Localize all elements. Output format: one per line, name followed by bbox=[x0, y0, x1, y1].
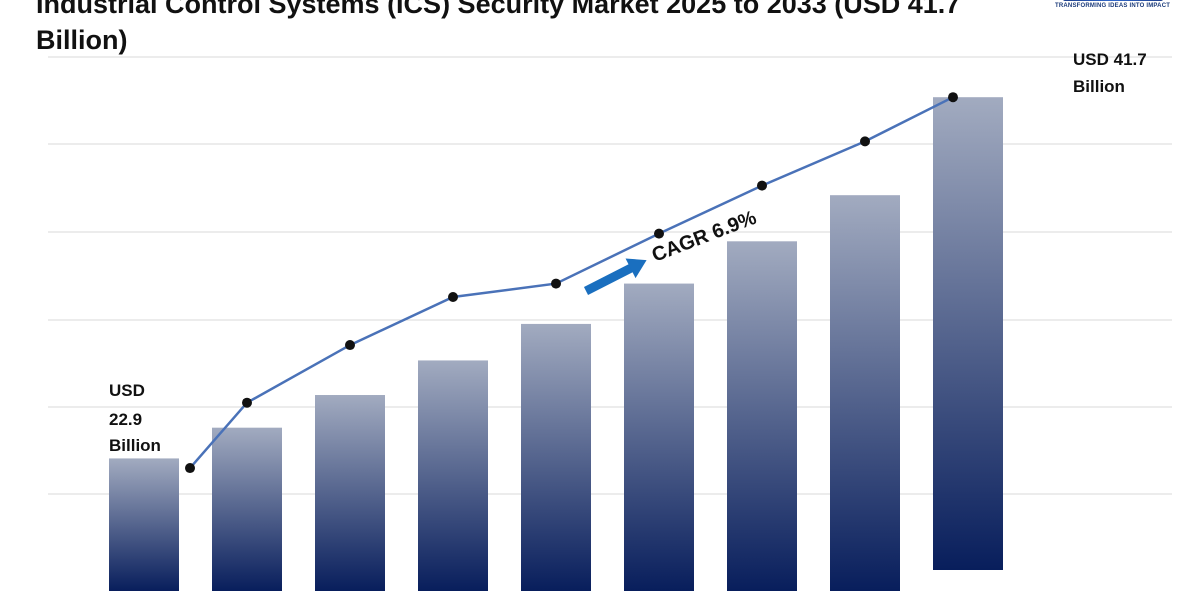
trend-marker-2030 bbox=[654, 228, 664, 239]
bar-2028 bbox=[418, 360, 488, 591]
trend-marker-2032 bbox=[860, 136, 870, 147]
start-value-label-line3: Billion bbox=[109, 436, 161, 455]
trend-marker-2031 bbox=[757, 180, 767, 191]
trend-markers bbox=[185, 92, 958, 474]
cagr-arrow-icon bbox=[583, 258, 647, 296]
bars bbox=[109, 97, 1003, 592]
trend-marker-2028 bbox=[448, 292, 458, 303]
cagr-arrow-shaft bbox=[583, 263, 635, 296]
bar-2029 bbox=[521, 323, 591, 591]
bar-2026 bbox=[212, 427, 282, 591]
bar-2030 bbox=[624, 283, 694, 591]
logo-tagline: TRANSFORMING IDEAS INTO IMPACT bbox=[1055, 3, 1171, 9]
bar-2025 bbox=[109, 458, 179, 591]
end-value-label-line2: Billion bbox=[1073, 77, 1125, 96]
trend-marker-2027 bbox=[345, 340, 355, 351]
chart-title: Industrial Control Systems (ICS) Securit… bbox=[36, 0, 961, 55]
bar-2031 bbox=[727, 241, 797, 592]
bar-2032 bbox=[830, 195, 900, 591]
logo-icon bbox=[1063, 0, 1163, 1]
trend-marker-2033 bbox=[948, 92, 958, 103]
trend-marker-2029 bbox=[551, 278, 561, 289]
bar-2033 bbox=[933, 97, 1003, 570]
end-value-label-line1: USD 41.7 bbox=[1073, 50, 1147, 69]
trend-marker-2026 bbox=[242, 397, 252, 408]
start-value-label-line2: 22.9 bbox=[109, 410, 142, 429]
cagr-arrow-head bbox=[625, 258, 647, 279]
bar-2027 bbox=[315, 395, 385, 591]
trend-marker-2025 bbox=[185, 463, 195, 474]
start-value-label-line1: USD bbox=[109, 381, 145, 400]
